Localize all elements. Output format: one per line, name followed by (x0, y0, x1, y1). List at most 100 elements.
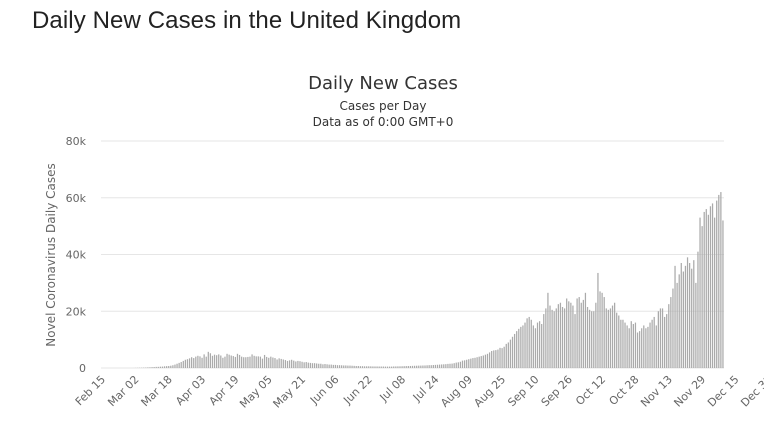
daily-cases-bar (482, 355, 484, 368)
daily-cases-bar (297, 360, 299, 368)
daily-cases-bar (151, 367, 153, 368)
daily-cases-bar (301, 361, 303, 368)
daily-cases-bar (197, 355, 199, 368)
daily-cases-bar (286, 360, 289, 368)
daily-cases-bar (663, 316, 666, 368)
daily-cases-bar (503, 346, 505, 368)
daily-cases-bar (697, 251, 699, 368)
daily-cases-bar (303, 362, 305, 368)
daily-cases-bar (586, 306, 589, 368)
daily-cases-bar (209, 353, 212, 368)
daily-cases-bar (305, 362, 307, 368)
daily-cases-bar (484, 354, 487, 368)
daily-cases-bar (618, 315, 620, 368)
daily-cases-bar (666, 314, 668, 368)
daily-cases-bar (416, 365, 418, 368)
daily-cases-bar (205, 356, 207, 368)
daily-cases-bar (226, 353, 228, 368)
y-axis-label: Novel Coronavirus Daily Cases (44, 163, 58, 346)
daily-cases-bar (193, 358, 195, 368)
daily-cases-bar (551, 309, 553, 368)
daily-cases-bar (366, 366, 368, 368)
daily-cases-bar (268, 357, 270, 368)
daily-cases-bar (236, 353, 239, 368)
daily-cases-bar (526, 318, 528, 368)
daily-cases-bar (557, 304, 559, 368)
x-tick-label: Oct 28 (607, 373, 642, 408)
daily-cases-bar (436, 364, 439, 368)
daily-cases-bar (372, 366, 374, 368)
daily-cases-bar (714, 217, 716, 368)
daily-cases-bar (361, 366, 364, 368)
x-tick-label: May 21 (271, 373, 309, 411)
daily-cases-bar (686, 257, 689, 368)
daily-cases-bar (603, 297, 605, 368)
daily-cases-bar (216, 355, 218, 368)
daily-cases-bar (611, 305, 614, 368)
daily-cases-bar (343, 365, 345, 368)
daily-cases-bar (203, 354, 205, 368)
daily-cases-bar (424, 365, 426, 368)
daily-cases-bar (263, 354, 266, 368)
daily-cases-bar (570, 302, 572, 368)
daily-cases-bar (418, 365, 420, 368)
daily-cases-bar (593, 311, 595, 368)
daily-cases-bar (345, 365, 347, 368)
daily-cases-bar (566, 298, 568, 368)
x-tick-label: Mar 18 (139, 373, 175, 409)
daily-cases-bar (468, 359, 470, 368)
daily-cases-bar (455, 362, 457, 368)
page-heading: Daily New Cases in the United Kingdom (32, 7, 462, 34)
daily-cases-bar (693, 260, 695, 368)
daily-cases-bar (572, 305, 574, 368)
daily-cases-bar (532, 325, 534, 368)
daily-cases-bar (157, 366, 159, 368)
daily-cases-bar (466, 359, 468, 368)
daily-cases-bar (689, 263, 691, 368)
daily-cases-bar (307, 362, 309, 368)
daily-cases-bar (168, 366, 170, 368)
daily-cases-bar (393, 366, 395, 368)
daily-cases-bar (170, 365, 172, 368)
daily-cases-bar (363, 366, 366, 368)
daily-cases-bar (247, 356, 249, 368)
daily-cases-bar (272, 357, 274, 368)
daily-cases-bar (213, 354, 216, 368)
daily-cases-bar (678, 274, 680, 368)
daily-cases-bar (695, 282, 697, 369)
x-tick-label: Dec 31 (738, 373, 764, 410)
daily-cases-bar (359, 366, 362, 368)
daily-cases-bar (638, 331, 641, 368)
daily-cases-bar (324, 364, 326, 368)
daily-cases-bar (641, 328, 643, 368)
daily-cases-bar (578, 297, 580, 368)
daily-cases-bar (218, 354, 220, 368)
daily-cases-bar (155, 366, 157, 368)
daily-cases-bar (341, 365, 343, 368)
daily-cases-bar (318, 363, 320, 368)
bar-series (132, 192, 724, 369)
daily-cases-bar (376, 366, 378, 368)
daily-cases-bar (261, 358, 264, 368)
daily-cases-bar (543, 314, 545, 368)
x-tick-label: Nov 13 (638, 373, 675, 410)
daily-cases-bar (513, 333, 516, 368)
daily-cases-bar (441, 364, 443, 368)
daily-cases-bar (276, 359, 278, 368)
daily-cases-bar (568, 301, 570, 368)
daily-cases-bar (591, 311, 593, 368)
daily-cases-bar (674, 265, 676, 368)
daily-cases-bar (426, 365, 428, 368)
daily-cases-bar (432, 365, 434, 368)
daily-cases-bar (520, 326, 522, 368)
chart-subtitle-line-2: Data as of 0:00 GMT+0 (313, 115, 454, 129)
daily-cases-bar (655, 325, 657, 368)
y-tick-label: 40k (66, 249, 87, 262)
daily-cases-bar (184, 359, 187, 368)
daily-cases-bar (549, 305, 551, 368)
daily-cases-bar (722, 220, 724, 368)
daily-cases-bar (149, 367, 151, 368)
y-axis-ticks: 0 20k 40k 60k 80k (66, 135, 87, 375)
